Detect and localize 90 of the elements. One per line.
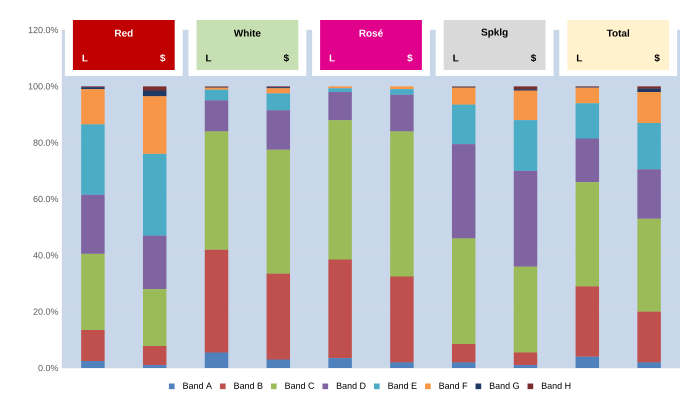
bar bbox=[81, 360, 105, 368]
bar bbox=[266, 360, 290, 368]
bar bbox=[328, 358, 352, 368]
x-tick-label: L bbox=[206, 54, 212, 62]
bar bbox=[514, 90, 538, 120]
x-tick-label: $ bbox=[654, 54, 660, 62]
legend-label: Band E bbox=[388, 382, 417, 389]
bar bbox=[204, 131, 228, 250]
bar bbox=[204, 100, 228, 132]
bar bbox=[576, 182, 600, 286]
bar bbox=[514, 365, 538, 368]
y-tick-label: 40.0% bbox=[33, 252, 58, 259]
bar bbox=[514, 266, 538, 353]
x-tick-label: L bbox=[576, 54, 582, 62]
bar bbox=[142, 346, 166, 366]
bar bbox=[204, 90, 228, 100]
bar bbox=[452, 144, 476, 238]
bar bbox=[328, 92, 352, 120]
x-tick-label: L bbox=[453, 54, 458, 62]
bar bbox=[390, 276, 414, 362]
bar bbox=[576, 103, 600, 138]
bar bbox=[576, 286, 600, 357]
y-tick-label: 0.0% bbox=[38, 364, 58, 372]
bar bbox=[390, 362, 414, 368]
y-tick-label: 100.0% bbox=[28, 83, 58, 90]
bar bbox=[637, 88, 661, 92]
x-tick-label: L bbox=[82, 54, 88, 62]
legend-label: Band D bbox=[336, 382, 366, 389]
annotation: White bbox=[234, 29, 261, 37]
bar bbox=[514, 352, 538, 366]
bar bbox=[576, 138, 600, 182]
annotation: Rosé bbox=[359, 29, 383, 37]
bar bbox=[266, 93, 290, 110]
legend-label: Band C bbox=[285, 382, 314, 389]
bar bbox=[514, 170, 538, 267]
bar bbox=[452, 344, 476, 362]
bar bbox=[328, 88, 352, 92]
bar bbox=[452, 87, 476, 105]
legend-label: Band A bbox=[183, 382, 212, 389]
bar bbox=[637, 362, 661, 368]
bar bbox=[328, 260, 352, 358]
x-tick-label: $ bbox=[160, 54, 166, 62]
bar bbox=[637, 218, 661, 312]
x-tick-label: L bbox=[330, 54, 335, 62]
bar bbox=[452, 238, 476, 344]
bar bbox=[576, 356, 600, 368]
y-tick-label: 20.0% bbox=[34, 308, 58, 315]
bar bbox=[142, 236, 166, 290]
bar bbox=[266, 88, 290, 94]
bar bbox=[390, 89, 414, 95]
bar bbox=[81, 254, 105, 330]
bar bbox=[204, 250, 228, 353]
legend-label: Band F bbox=[439, 382, 468, 389]
bar bbox=[142, 90, 166, 96]
bar bbox=[142, 86, 166, 91]
bar bbox=[81, 89, 105, 124]
bar bbox=[390, 94, 414, 132]
annotation: Red bbox=[115, 29, 133, 37]
bar bbox=[637, 169, 661, 219]
bar bbox=[142, 365, 166, 368]
y-tick-label: 80.0% bbox=[33, 139, 58, 146]
x-tick-label: $ bbox=[284, 54, 289, 62]
x-tick-label: $ bbox=[407, 54, 413, 62]
bar bbox=[514, 120, 538, 171]
x-tick-label: $ bbox=[530, 54, 536, 62]
legend-label: Band B bbox=[234, 382, 263, 389]
bar bbox=[390, 131, 414, 276]
bar bbox=[637, 312, 661, 362]
bar bbox=[204, 352, 228, 368]
bar bbox=[266, 274, 290, 360]
annotation: Spklg bbox=[481, 28, 508, 38]
bar bbox=[142, 154, 166, 236]
bar bbox=[81, 124, 105, 195]
bar bbox=[266, 150, 290, 274]
bar bbox=[81, 194, 105, 254]
bar bbox=[576, 88, 600, 104]
bar bbox=[637, 122, 661, 170]
annotation: Total bbox=[606, 29, 630, 37]
legend-label: Band H bbox=[542, 382, 570, 389]
bar bbox=[142, 96, 166, 154]
bar bbox=[637, 92, 661, 123]
bar bbox=[81, 330, 105, 361]
legend-label: Band G bbox=[490, 382, 519, 389]
bar bbox=[266, 110, 290, 150]
bar bbox=[452, 104, 476, 144]
bar bbox=[452, 362, 476, 368]
bar bbox=[142, 289, 166, 346]
y-tick-label: 120.0% bbox=[28, 26, 58, 34]
y-tick-label: 60.0% bbox=[34, 196, 58, 202]
bar bbox=[328, 120, 352, 260]
